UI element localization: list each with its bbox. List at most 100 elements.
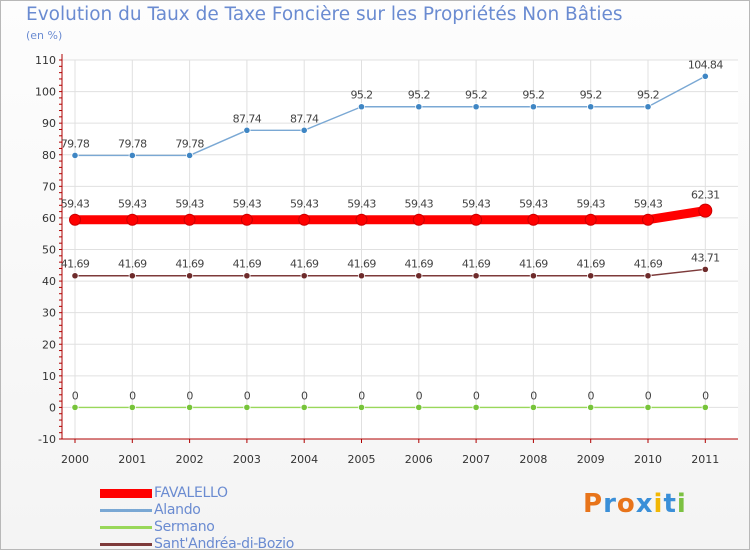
series-line-favalello: [70, 206, 710, 225]
data-label: 0: [473, 389, 480, 402]
data-label: 59.43: [61, 198, 90, 211]
data-point: [71, 403, 79, 412]
data-point: [357, 272, 366, 280]
y-tick-label: 70: [42, 180, 56, 193]
data-label: 104.84: [688, 58, 723, 71]
y-tick-label: 30: [42, 307, 56, 320]
data-point: [642, 213, 654, 226]
data-label: 79.78: [118, 137, 147, 150]
data-point: [412, 213, 425, 226]
data-point: [587, 103, 595, 111]
x-tick-label: 2010: [634, 453, 662, 466]
y-tick-label: 100: [35, 86, 56, 99]
data-point: [355, 213, 368, 226]
data-label: 79.78: [61, 137, 90, 150]
legend-label: Sant'Andréa-di-Bozio: [154, 536, 295, 552]
y-tick-label: 10: [42, 370, 56, 383]
data-label: 41.69: [405, 258, 434, 271]
data-label: 0: [129, 389, 136, 402]
x-tick-label: 2006: [405, 453, 433, 466]
data-point: [71, 151, 79, 160]
data-point: [470, 213, 483, 226]
data-label: 0: [358, 389, 365, 402]
data-label: 41.69: [576, 258, 605, 271]
legend-label: Sermano: [154, 519, 215, 535]
data-label: 0: [416, 389, 423, 402]
data-point: [587, 403, 595, 412]
data-label: 59.43: [405, 198, 434, 211]
data-point: [472, 403, 480, 412]
data-point: [587, 272, 595, 280]
data-point: [644, 403, 652, 412]
x-tick-label: 2003: [233, 453, 261, 466]
data-point: [240, 213, 253, 226]
data-label: 95.2: [408, 89, 430, 102]
data-point: [529, 272, 538, 280]
y-tick-label: 0: [49, 401, 56, 414]
data-label: 59.43: [462, 198, 491, 211]
data-label: 41.69: [290, 258, 319, 271]
data-point: [701, 265, 709, 273]
data-label: 41.69: [519, 258, 548, 271]
y-tick-label: 60: [42, 212, 56, 225]
data-point: [243, 272, 251, 280]
data-point: [415, 103, 423, 111]
data-label: 43.71: [691, 251, 720, 264]
data-label: 95.2: [637, 89, 659, 102]
data-label: 59.43: [347, 198, 376, 211]
data-point: [128, 151, 136, 160]
data-point: [644, 103, 652, 111]
data-label: 41.69: [347, 258, 376, 271]
data-label: 87.74: [233, 112, 262, 125]
data-label: 59.43: [290, 198, 319, 211]
data-label: 0: [244, 389, 251, 402]
logo-letter: P: [583, 489, 604, 519]
data-point: [584, 213, 597, 226]
logo-letter: r: [603, 489, 617, 519]
data-point: [357, 403, 366, 412]
logo-letter: x: [635, 489, 654, 519]
data-label: 0: [645, 389, 652, 402]
data-label: 95.2: [580, 89, 602, 102]
data-label: 0: [530, 389, 537, 402]
legend-label: FAVALELLO: [154, 485, 228, 501]
logo-letter: t: [663, 489, 677, 519]
data-label: 41.69: [634, 258, 663, 271]
logo-letter: i: [653, 489, 664, 519]
series-line-sant-andr-a-di-bozio: [74, 268, 706, 277]
x-tick-label: 2008: [519, 453, 547, 466]
data-point: [472, 103, 480, 111]
data-point: [529, 103, 538, 111]
data-label: 59.43: [233, 198, 262, 211]
y-tick-label: -10: [38, 433, 56, 446]
data-label: 95.2: [465, 89, 487, 102]
y-tick-label: 20: [42, 338, 56, 351]
data-label: 95.2: [350, 89, 372, 102]
data-point: [701, 72, 709, 80]
data-label: 59.43: [634, 198, 663, 211]
data-label: 41.69: [233, 258, 262, 271]
data-label: 79.78: [175, 137, 204, 150]
data-point: [529, 403, 538, 412]
data-label: 41.69: [462, 258, 491, 271]
data-point: [71, 272, 79, 280]
data-point: [300, 272, 308, 280]
data-label: 59.43: [576, 198, 605, 211]
y-unit-label: (en %): [26, 29, 63, 42]
data-label: 0: [301, 389, 308, 402]
data-label: 59.43: [175, 198, 204, 211]
legend-swatch: [100, 509, 152, 512]
y-tick-label: 110: [35, 54, 56, 67]
data-point: [357, 103, 366, 111]
y-tick-label: 90: [42, 117, 56, 130]
data-label: 41.69: [118, 258, 147, 271]
data-label: 59.43: [118, 198, 147, 211]
x-tick-label: 2005: [348, 453, 376, 466]
x-tick-label: 2011: [691, 453, 719, 466]
data-label: 0: [587, 389, 594, 402]
data-point: [300, 126, 308, 134]
data-point: [527, 213, 540, 226]
data-point: [298, 213, 311, 226]
data-point: [186, 403, 194, 412]
